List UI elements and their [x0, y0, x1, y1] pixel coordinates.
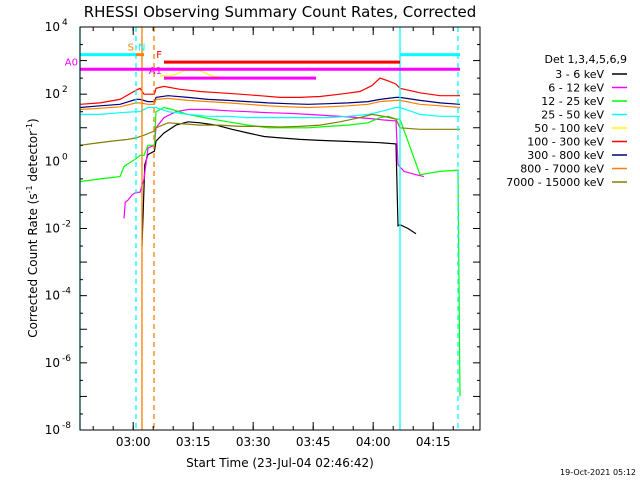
state-label-f: F: [156, 50, 162, 61]
legend-entry-label: 3 - 6 keV: [555, 68, 604, 81]
series-line-2: [123, 108, 425, 219]
legend-entry-label: 7000 - 15000 keV: [506, 176, 604, 189]
y-tick-label: 10: [45, 222, 60, 236]
x-tick-label: 03:45: [296, 435, 331, 449]
legend-entry-label: 300 - 800 keV: [527, 149, 604, 162]
series-line-7: [79, 95, 461, 109]
y-tick-label: 10: [45, 154, 60, 168]
state-label-s: S: [128, 43, 134, 54]
y-tick-label: 10: [45, 87, 60, 101]
timestamp: 19-Oct-2021 05:12: [560, 468, 636, 477]
y-tick-exponent: -2: [62, 220, 71, 230]
y-tick-exponent: -8: [62, 421, 71, 431]
series-group: [79, 70, 461, 397]
legend-entry-label: 800 - 7000 keV: [520, 163, 604, 176]
x-tick-label: 03:30: [236, 435, 271, 449]
y-tick-exponent: -4: [62, 287, 71, 297]
legend-entry-label: 50 - 100 keV: [534, 122, 604, 135]
y-tick-exponent: 4: [62, 18, 68, 28]
y-tick-label: 10: [45, 289, 60, 303]
legend-entry-label: 25 - 50 keV: [541, 109, 604, 122]
series-line-3: [79, 106, 461, 397]
series-line-6: [79, 77, 460, 105]
y-tick-label: 10: [45, 356, 60, 370]
series-line-1: [141, 121, 417, 247]
legend-entry-label: 12 - 25 keV: [541, 95, 604, 108]
state-label-a0: A0: [65, 57, 78, 68]
y-tick-exponent: 0: [62, 152, 68, 162]
x-tick-label: 04:15: [416, 435, 451, 449]
y-axis-label: Corrected Count Rate (s-1 detector-1): [25, 118, 40, 337]
x-axis-label: Start Time (23-Jul-04 02:46:42): [186, 456, 374, 470]
legend-entry-label: 100 - 300 keV: [527, 136, 604, 149]
series-line-9: [79, 113, 460, 146]
y-tick-exponent: -6: [62, 354, 71, 364]
series-line-8: [79, 97, 461, 111]
legend-title: Det 1,3,4,5,6,9: [544, 53, 627, 66]
y-tick-exponent: 2: [62, 85, 68, 95]
chart-title: RHESSI Observing Summary Count Rates, Co…: [84, 3, 477, 21]
state-label-a1: A1: [149, 66, 162, 77]
x-tick-label: 03:00: [116, 435, 151, 449]
x-tick-label: 04:00: [356, 435, 391, 449]
state-label-n: N: [138, 43, 145, 54]
y-tick-label: 10: [45, 423, 60, 437]
y-tick-label: 10: [45, 20, 60, 34]
series-line-4: [80, 106, 460, 119]
x-tick-label: 03:15: [176, 435, 211, 449]
legend-entry-label: 6 - 12 keV: [548, 82, 604, 95]
plot-frame: [79, 26, 481, 431]
